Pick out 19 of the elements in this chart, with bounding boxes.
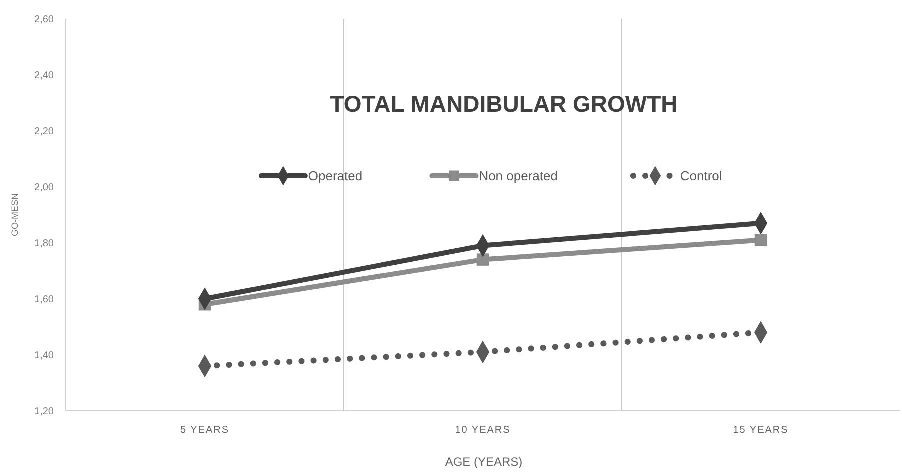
point — [476, 254, 490, 266]
point — [754, 234, 768, 246]
x-tick-label: 15 YEARS — [733, 425, 789, 436]
x-axis-title: AGE (YEARS) — [445, 455, 523, 469]
text: TOTAL MANDIBULAR GROWTH — [330, 91, 678, 117]
legend-label: Operated — [308, 168, 363, 184]
legend-label: Non operated — [479, 168, 558, 184]
y-tick-label: 1,40 — [34, 350, 54, 362]
y-tick-label: 1,60 — [34, 294, 54, 306]
y-tick-label: 2,40 — [34, 70, 54, 82]
y-tick-label: 1,20 — [34, 406, 54, 418]
x-tick-label: 5 YEARS — [180, 425, 230, 436]
x-tick-label: 10 YEARS — [455, 425, 511, 436]
y-tick-label: 2,20 — [34, 126, 54, 138]
y-tick-label: 1,80 — [34, 238, 54, 250]
legend-label: Control — [680, 168, 722, 184]
y-tick-label: 2,60 — [34, 14, 54, 26]
y-axis-title: GO-MESN — [10, 193, 20, 237]
y-tick-label: 2,00 — [34, 182, 54, 194]
